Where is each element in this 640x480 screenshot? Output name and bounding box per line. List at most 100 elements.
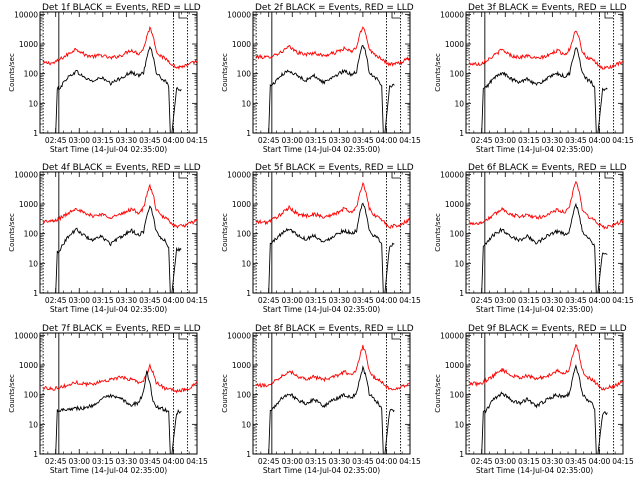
x-tick-label: 04:15 [612,457,634,466]
x-tick-label: 03:15 [518,457,540,466]
y-tick-label: 10000 [227,331,251,340]
x-tick-label: 03:15 [305,457,327,466]
x-tick-label: 03:45 [565,136,587,145]
y-tick-label: 10 [454,420,464,429]
y-tick-label: 1000 [445,40,464,49]
x-tick-label: 03:00 [68,457,90,466]
x-tick-label: 03:00 [281,457,303,466]
x-tick-label: 04:15 [399,136,421,145]
panel-det-8: Det 8f BLACK = Events, RED = LLD 1 10 100 10… [221,324,421,475]
events-series-line [481,47,608,134]
y-tick-label: 10000 [227,10,251,19]
x-tick-label: 03:15 [305,296,327,305]
y-tick-label: 100 [24,391,39,400]
corner-marker [391,12,400,19]
chart-title: Det 1f BLACK = Events, RED = LLD [42,3,201,13]
corner-marker [391,333,400,340]
x-tick-label: 03:45 [352,457,374,466]
y-tick-label: 10000 [14,331,38,340]
x-tick-label: 03:30 [542,296,564,305]
lld-series-line [42,26,198,71]
y-tick-label: 10000 [14,170,38,179]
y-tick-label: 1000 [19,361,38,370]
corner-marker [604,12,613,19]
chart-title: Det 7f BLACK = Events, RED = LLD [42,324,201,334]
x-tick-label: 04:15 [186,457,208,466]
y-tick-label: 100 [450,230,465,239]
x-axis-label: Start Time (14-Jul-04 02:35:00) [263,466,380,475]
x-tick-label: 03:45 [565,457,587,466]
y-tick-label: 1000 [232,200,251,209]
lld-series-line [469,30,624,70]
y-tick-label: 10000 [440,10,464,19]
corner-marker [604,172,613,179]
x-axis-label: Start Time (14-Jul-04 02:35:00) [263,145,380,154]
y-tick-label: 1 [459,289,464,298]
x-tick-label: 03:45 [352,136,374,145]
x-tick-label: 02:45 [258,296,280,305]
x-tick-label: 02:45 [471,296,493,305]
lld-series-line [468,343,624,391]
panel-det-3: Det 3f BLACK = Events, RED = LLD 1 10 100 10… [434,3,634,154]
x-tick-label: 03:00 [494,296,516,305]
events-series-line [268,365,395,455]
corner-marker [604,333,613,340]
y-tick-label: 1000 [19,40,38,49]
y-tick-label: 1000 [445,200,464,209]
y-tick-label: 1 [33,129,38,138]
x-tick-label: 04:00 [163,296,185,305]
x-tick-label: 03:30 [116,457,138,466]
x-tick-label: 04:15 [612,296,634,305]
x-axis-label: Start Time (14-Jul-04 02:35:00) [476,466,593,475]
lld-series-line [469,180,624,230]
x-axis-label: Start Time (14-Jul-04 02:35:00) [476,305,593,314]
y-tick-label: 10 [28,99,38,108]
panel-det-5: Det 5f BLACK = Events, RED = LLD 1 10 100 10… [221,163,421,314]
x-tick-label: 04:00 [376,296,398,305]
x-tick-label: 03:45 [139,457,161,466]
y-tick-label: 10 [241,99,251,108]
x-tick-label: 02:45 [258,457,280,466]
x-tick-label: 03:45 [352,296,374,305]
x-tick-label: 03:00 [494,457,516,466]
y-tick-label: 10 [454,99,464,108]
chart-title: Det 4f BLACK = Events, RED = LLD [42,163,201,173]
events-series-line [481,364,608,455]
corner-marker [178,333,187,340]
y-tick-label: 100 [237,391,252,400]
y-tick-label: 1000 [232,361,251,370]
events-series-line [55,370,182,455]
x-tick-label: 04:00 [163,136,185,145]
x-tick-label: 04:15 [399,457,421,466]
x-tick-label: 03:30 [116,136,138,145]
y-axis-label: Counts/sec [8,213,16,252]
events-series-line [268,202,395,294]
y-axis-label: Counts/sec [8,53,16,92]
x-tick-label: 03:15 [305,136,327,145]
x-tick-label: 04:00 [589,296,611,305]
x-axis-label: Start Time (14-Jul-04 02:35:00) [50,466,167,475]
y-tick-label: 1000 [19,200,38,209]
panel-det-1: Det 1f BLACK = Events, RED = LLD 1 10 100 10… [8,3,208,154]
lld-series-line [42,362,198,394]
x-tick-label: 03:00 [281,136,303,145]
y-tick-label: 10000 [440,331,464,340]
x-tick-label: 02:45 [45,296,67,305]
x-tick-label: 02:45 [45,136,67,145]
panel-det-4: Det 4f BLACK = Events, RED = LLD 1 10 100 10… [8,163,208,314]
chart-title: Det 8f BLACK = Events, RED = LLD [255,324,414,334]
x-tick-label: 03:00 [68,296,90,305]
y-tick-label: 10000 [440,170,464,179]
x-axis-label: Start Time (14-Jul-04 02:35:00) [263,305,380,314]
x-tick-label: 03:30 [542,457,564,466]
x-tick-label: 02:45 [258,136,280,145]
x-axis-label: Start Time (14-Jul-04 02:35:00) [50,145,167,154]
y-tick-label: 100 [237,70,252,79]
x-tick-label: 03:30 [329,457,351,466]
y-tick-label: 10000 [14,10,38,19]
x-tick-label: 03:30 [329,296,351,305]
x-tick-label: 04:15 [186,136,208,145]
y-tick-label: 1 [246,450,251,459]
chart-title: Det 6f BLACK = Events, RED = LLD [468,163,627,173]
panel-det-9: Det 9f BLACK = Events, RED = LLD 1 10 100 10… [434,324,634,475]
